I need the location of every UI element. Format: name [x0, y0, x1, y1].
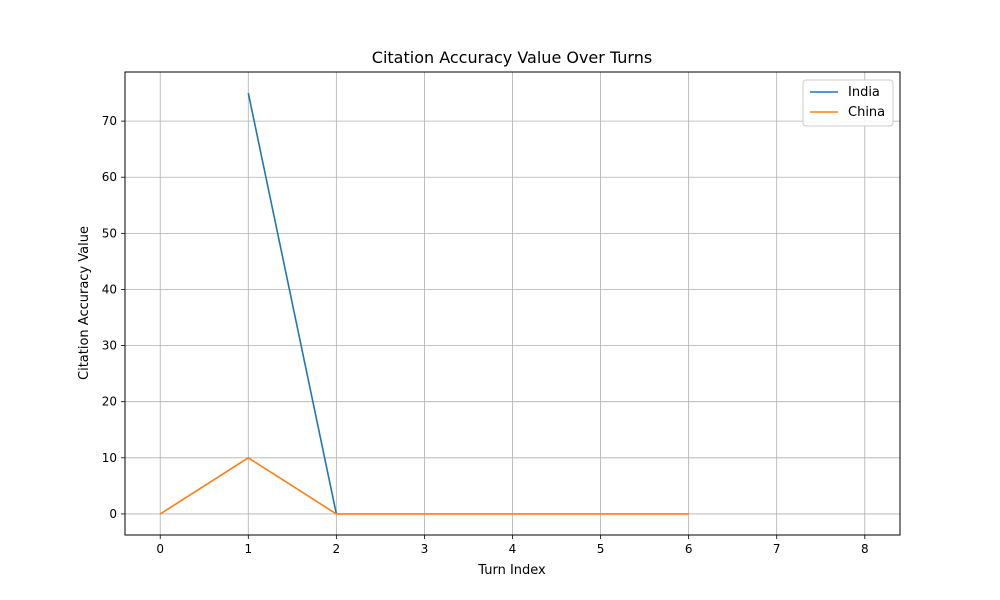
x-tick-label: 1: [244, 542, 252, 556]
x-tick-label: 8: [861, 542, 869, 556]
x-axis-label: Turn Index: [477, 563, 546, 578]
series-line-india: [247, 92, 338, 515]
x-tick-label: 0: [156, 542, 164, 556]
grid: [125, 72, 900, 535]
x-tick-label: 7: [773, 542, 781, 556]
legend-label-china: China: [848, 105, 885, 120]
y-tick-label: 10: [102, 451, 117, 465]
x-tick-label: 5: [597, 542, 605, 556]
x-axis-ticks: 0 1 2 3 4 5 6 7 8: [156, 535, 869, 556]
x-tick-label: 3: [421, 542, 429, 556]
y-tick-label: 50: [102, 226, 117, 240]
y-tick-label: 20: [102, 395, 117, 409]
y-tick-label: 40: [102, 282, 117, 296]
y-tick-label: 70: [102, 114, 117, 128]
y-axis-ticks: 0 10 20 30 40 50 60 70: [102, 114, 125, 521]
y-tick-label: 30: [102, 339, 117, 353]
y-axis-label: Citation Accuracy Value: [77, 226, 92, 380]
chart-title: Citation Accuracy Value Over Turns: [372, 48, 652, 67]
x-tick-label: 2: [333, 542, 341, 556]
x-tick-label: 6: [685, 542, 693, 556]
y-tick-label: 60: [102, 170, 117, 184]
x-tick-label: 4: [509, 542, 517, 556]
series-line-china: [159, 457, 689, 515]
legend: India China: [802, 79, 894, 127]
legend-label-india: India: [848, 85, 880, 100]
series-layer: [159, 92, 689, 515]
y-tick-label: 0: [109, 507, 117, 521]
